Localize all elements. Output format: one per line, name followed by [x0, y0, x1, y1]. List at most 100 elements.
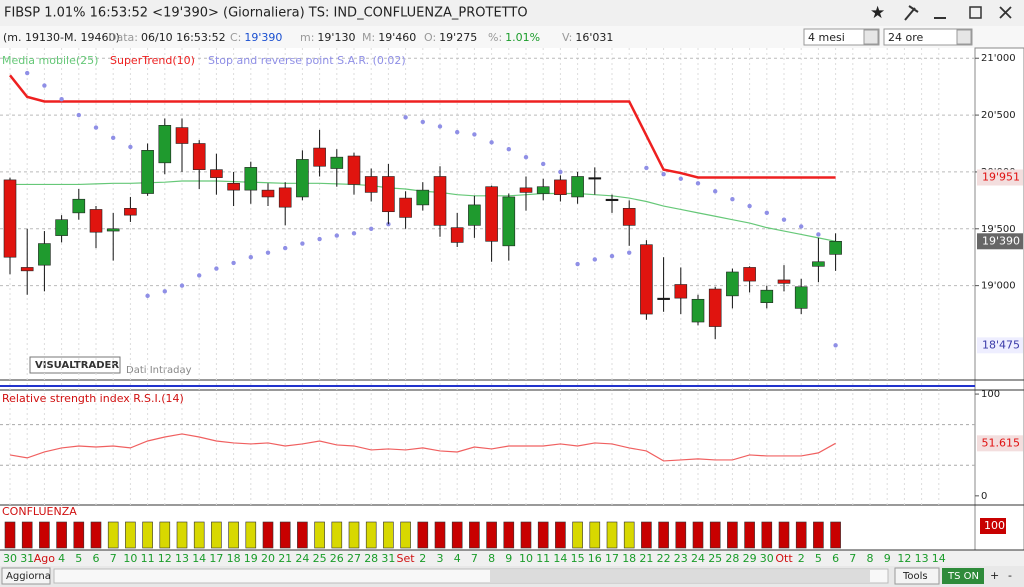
legend-entry: SuperTrend(10): [110, 54, 195, 67]
panel-title: Relative strength index R.S.I.(14): [2, 392, 184, 405]
x-tick-label: 18: [227, 552, 241, 565]
x-tick-label: 9: [884, 552, 891, 565]
interval-arrow[interactable]: [956, 29, 972, 45]
info-label: Data:: [108, 31, 138, 44]
star-icon[interactable]: ★: [870, 3, 885, 23]
sar-dot: [644, 165, 649, 171]
bar: [176, 521, 188, 549]
x-tick-label: 25: [313, 552, 327, 565]
x-tick-label: 6: [832, 552, 839, 565]
refresh-button[interactable]: [1, 567, 51, 585]
bar: [451, 521, 463, 549]
x-tick-label: 9: [505, 552, 512, 565]
bar: [606, 521, 618, 549]
candle-body: [519, 187, 533, 193]
plus-button[interactable]: +: [990, 569, 999, 582]
bar: [193, 521, 205, 549]
x-tick-label: 21: [278, 552, 292, 565]
panel-title: CONFLUENZA: [2, 505, 77, 518]
candle-body: [38, 243, 51, 266]
tools-button[interactable]: [894, 567, 940, 585]
candle-body: [536, 186, 550, 194]
sar-dot: [317, 236, 322, 242]
x-tick-label: 6: [93, 552, 100, 565]
candle-body: [399, 197, 412, 218]
bar: [623, 521, 635, 549]
x-tick-label: 24: [295, 552, 309, 565]
bar: [262, 521, 274, 549]
period-arrow[interactable]: [863, 29, 879, 45]
candle-body: [674, 284, 688, 299]
bar: [159, 521, 171, 549]
x-tick-label: 7: [110, 552, 117, 565]
sar-dot: [523, 154, 529, 160]
bar: [813, 521, 824, 549]
bar: [142, 521, 153, 549]
close-button[interactable]: [999, 6, 1012, 19]
brand-box: [29, 356, 121, 374]
bar: [383, 521, 394, 549]
sar-dot: [678, 176, 683, 181]
x-tick-label: 7: [849, 552, 856, 565]
sar-dot: [145, 293, 150, 299]
candle-body: [261, 189, 275, 198]
x-tick-label: 4: [454, 552, 461, 565]
bar: [795, 521, 807, 549]
info-label: m:: [300, 31, 314, 44]
brand: VISUALTRADER: [35, 360, 119, 371]
scroll-thumb[interactable]: [490, 570, 870, 582]
sar-dot: [661, 172, 666, 177]
candle-body: [3, 179, 17, 258]
bar: [4, 521, 16, 549]
bar: [245, 521, 257, 549]
bar: [641, 521, 652, 549]
dropdowns[interactable]: 4 mesi 24 ore: [803, 28, 973, 46]
sar-dot: [93, 125, 99, 130]
axis-bg: [974, 47, 1024, 551]
bar: [555, 521, 566, 549]
bar: [520, 521, 532, 549]
x-tick-label: 10: [519, 552, 533, 565]
sar-dot: [59, 96, 64, 102]
candle-body: [347, 155, 361, 185]
bar: [73, 521, 85, 549]
candle-body: [605, 198, 619, 202]
restore-button[interactable]: [969, 6, 982, 19]
x-tick-label: 8: [867, 552, 874, 565]
sar-dot: [42, 83, 47, 88]
x-tick-label: 28: [725, 552, 739, 565]
x-tick-label: 7: [471, 552, 478, 565]
candle-body: [210, 169, 223, 178]
window-buttons[interactable]: ★: [870, 3, 1012, 23]
x-tick-label: 2: [419, 552, 426, 565]
bar: [709, 521, 721, 549]
candle-body: [433, 176, 447, 226]
period-select[interactable]: [803, 28, 880, 46]
interval-select[interactable]: [883, 28, 973, 46]
bar: [589, 521, 601, 549]
sar-dot: [609, 253, 615, 259]
sar-dot: [437, 124, 443, 129]
info-label: M:: [362, 31, 375, 44]
minus-button[interactable]: -: [1008, 569, 1012, 582]
bar: [279, 521, 291, 549]
candle-body: [89, 209, 103, 233]
candle-body: [20, 267, 34, 272]
candle-body: [192, 143, 206, 170]
bar: [537, 521, 549, 549]
x-tick-label: Ago: [34, 552, 56, 565]
info-bar: [0, 26, 1024, 48]
x-tick-label: 14: [932, 552, 946, 565]
x-tick-label: Set: [397, 552, 416, 565]
sar-dot: [25, 70, 30, 76]
candle-body: [485, 186, 498, 242]
sar-dot: [747, 203, 752, 209]
ts-button[interactable]: [942, 568, 984, 584]
sar-dot: [76, 112, 82, 118]
tools-icon[interactable]: [904, 5, 919, 21]
bar: [744, 521, 755, 549]
sar-dot: [334, 233, 339, 238]
sar-dot: [300, 241, 305, 246]
x-tick-label: 31: [20, 552, 34, 565]
candle-body: [812, 261, 825, 267]
